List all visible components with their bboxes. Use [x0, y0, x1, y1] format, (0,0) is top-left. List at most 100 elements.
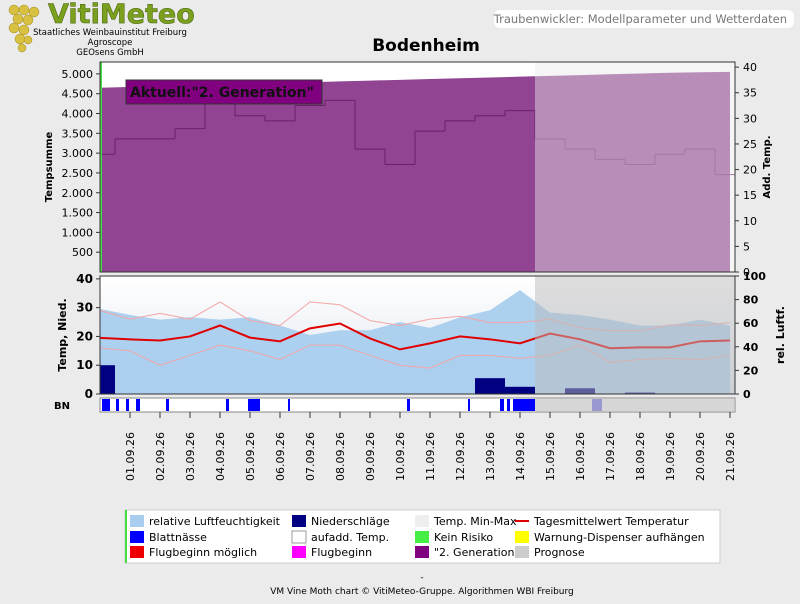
annotation: Aktuell:"2. Generation"	[130, 85, 314, 101]
y2-tick-label: 25	[743, 138, 757, 151]
area	[100, 71, 730, 272]
x-tick-label: 04.09.26	[214, 432, 227, 481]
y2-tick-label: 35	[743, 87, 757, 100]
footer: VM Vine Moth chart © VitiMeteo-Gruppe. A…	[270, 587, 574, 597]
legend-swatch	[130, 546, 144, 558]
x-tick-label: 21.09.26	[724, 432, 737, 481]
prognose-overlay	[535, 62, 735, 272]
legend-swatch	[130, 515, 144, 527]
legend-label: Flugbeginn	[311, 546, 372, 559]
legend: relative Luftfeuchtigkeit Niederschläge Te…	[130, 515, 705, 559]
prognose-overlay	[535, 276, 735, 394]
y2-tick-label: 0	[743, 266, 750, 279]
top-plot	[100, 71, 735, 272]
y-tick-label: 4.500	[62, 88, 94, 101]
y-tick-label: 20	[76, 329, 93, 343]
y-tick-label: 500	[72, 246, 93, 259]
org-line: Staatliches Weinbauinstitut Freiburg	[33, 28, 187, 38]
y2-tick-label: 0	[743, 388, 751, 401]
y2-tick-label: 5	[743, 240, 750, 253]
y2-tick-label: 20	[743, 164, 757, 177]
legend-label: Temp. Min-Max	[433, 515, 517, 528]
y-tick-label: 2.000	[62, 187, 94, 200]
x-tick-label: 07.09.26	[304, 432, 317, 481]
bar	[100, 365, 115, 394]
org-line: GEOsens GmbH	[76, 48, 143, 58]
legend-swatch	[292, 546, 306, 558]
y2-axis-label: Add. Temp.	[762, 136, 773, 199]
x-tick-label: 16.09.26	[574, 432, 587, 481]
y2-tick-label: 30	[743, 112, 757, 125]
y2-axis-label: rel. Luftf.	[774, 306, 787, 364]
y2-tick-label: 20	[743, 364, 759, 377]
y-tick-label: 5.000	[62, 68, 94, 81]
legend-swatch	[415, 515, 429, 527]
x-tick-label: 05.09.26	[244, 432, 257, 481]
legend-label: Blattnässe	[149, 531, 207, 544]
x-tick-label: 09.09.26	[364, 432, 377, 481]
caption-box	[494, 10, 794, 28]
logo-text: VitiMeteo	[48, 0, 195, 30]
strip-label: BN	[54, 401, 70, 412]
chart-title: Bodenheim	[372, 36, 480, 56]
y2-tick-label: 80	[743, 294, 759, 307]
x-tick-label: 18.09.26	[634, 432, 647, 481]
y2-tick-label: 15	[743, 189, 757, 202]
y-tick-label: 3.500	[62, 127, 94, 140]
y-axis-label: Tempsumme	[44, 132, 55, 203]
x-tick-label: 02.09.26	[154, 432, 167, 481]
caption: Traubenwickler: Modellparameter und Wett…	[493, 12, 787, 26]
y-tick-label: 2.500	[62, 167, 94, 180]
x-tick-label: 03.09.26	[184, 432, 197, 481]
x-tick-label: 19.09.26	[664, 432, 677, 481]
y2-tick-label: 100	[743, 270, 766, 283]
x-tick-label: 11.09.26	[424, 432, 437, 481]
legend-label: "2. Generation"	[434, 546, 519, 559]
y-tick-label: 3.000	[62, 147, 94, 160]
y-tick-label: 10	[76, 358, 93, 372]
y-tick-label: 1.500	[62, 207, 94, 220]
y-axis-label: Temp, Nied.	[56, 298, 69, 371]
legend-label: Prognose	[534, 546, 585, 559]
legend-swatch	[292, 515, 306, 527]
legend-label: Warnung-Dispenser aufhängen	[534, 531, 705, 544]
legend-label: Flugbeginn möglich	[149, 546, 257, 559]
legend-swatch	[291, 530, 307, 544]
y2-tick-label: 60	[743, 317, 759, 330]
x-tick-label: 06.09.26	[274, 432, 287, 481]
bar	[475, 378, 505, 394]
plot-frame	[99, 275, 736, 395]
y-tick-label: 30	[76, 301, 93, 315]
org-line: Agroscope	[88, 38, 133, 48]
y2-tick-label: 10	[743, 215, 757, 228]
x-tick-label: 20.09.26	[694, 432, 707, 481]
x-tick-label: 12.09.26	[454, 432, 467, 481]
legend-swatch	[415, 546, 429, 558]
x-tick-label: 17.09.26	[604, 432, 617, 481]
annotation-box	[125, 79, 323, 105]
x-tick-label: 14.09.26	[514, 432, 527, 481]
x-tick-label: 01.09.26	[124, 432, 137, 481]
x-tick-label: 08.09.26	[334, 432, 347, 481]
legend-swatch	[130, 531, 144, 543]
prognose-overlay	[535, 398, 735, 412]
legend-label: Kein Risiko	[434, 531, 493, 544]
bar	[505, 386, 535, 394]
legend-swatch	[415, 531, 429, 543]
legend-label: relative Luftfeuchtigkeit	[149, 515, 281, 528]
legend-swatch	[515, 531, 529, 543]
y2-tick-label: 40	[743, 341, 759, 354]
y2-tick-label: 40	[743, 61, 757, 74]
legend-label: aufadd. Temp.	[311, 531, 389, 544]
legend-swatch	[515, 546, 529, 558]
y-tick-label: 4.000	[62, 108, 94, 121]
y-tick-label: 0	[85, 387, 93, 401]
legend-label: Niederschläge	[311, 515, 390, 528]
footer-dash: -	[420, 573, 423, 583]
plot-frame	[99, 61, 736, 273]
legend-label: Tagesmittelwert Temperatur	[533, 515, 689, 528]
logo-grapes	[8, 4, 40, 53]
y-tick-label: 40	[76, 272, 93, 286]
